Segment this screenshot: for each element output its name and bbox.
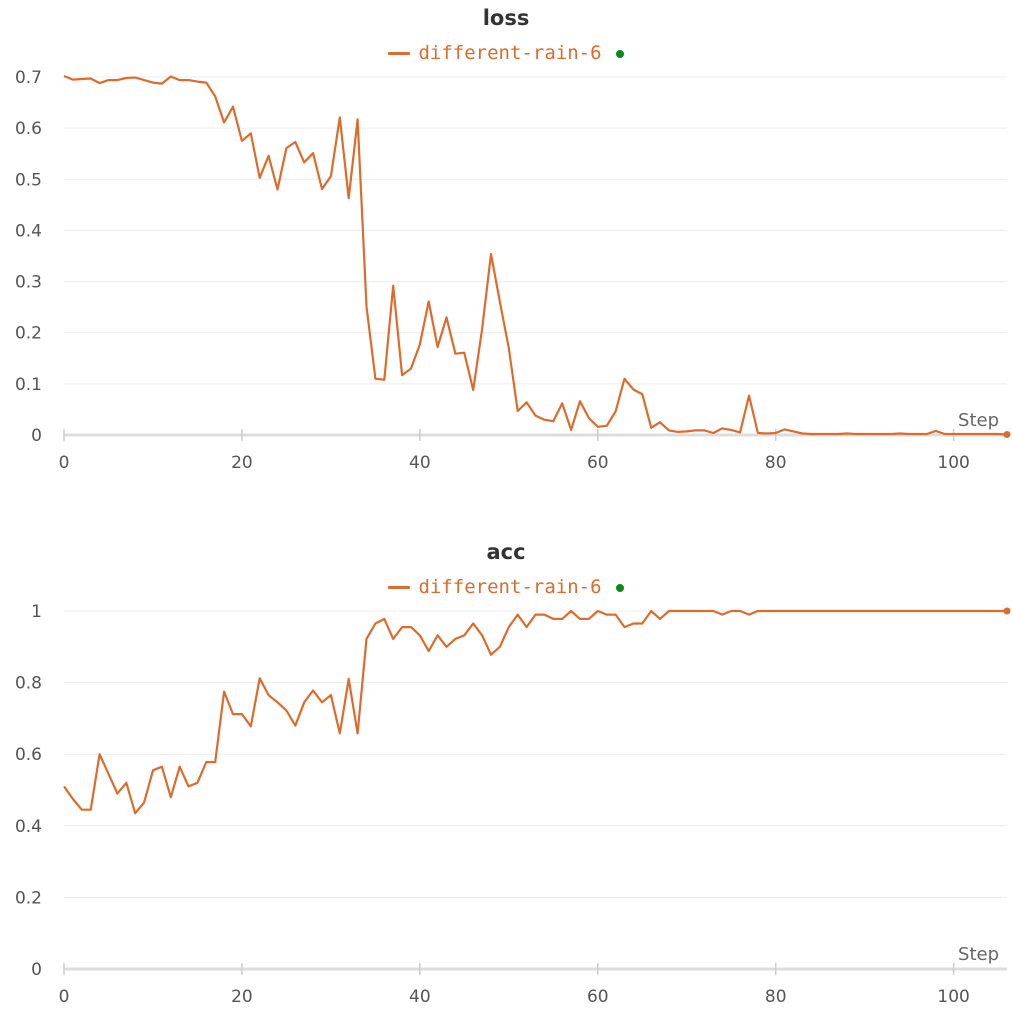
y-tick-label: 0 <box>31 960 42 980</box>
chart-title: loss <box>482 6 530 30</box>
legend-series-name: different-rain-6 <box>418 576 602 598</box>
chart-legend[interactable]: different-rain-6 <box>0 42 1012 64</box>
y-tick-label: 0.2 <box>15 888 42 908</box>
chart-title: acc <box>486 540 526 564</box>
x-axis-label: Step <box>958 944 999 965</box>
x-tick-label: 80 <box>765 987 787 1007</box>
legend-series-name: different-rain-6 <box>418 42 602 64</box>
acc-chart-panel: acc different-rain-6 0 0.2 0.4 0.6 0.8 1 0 20 40… <box>0 534 1012 1012</box>
x-tick-label: 100 <box>937 453 969 473</box>
series-line[interactable] <box>63 74 1008 436</box>
chart-legend[interactable]: different-rain-6 <box>0 576 1012 598</box>
y-tick-label: 0.4 <box>15 817 42 837</box>
x-tick-label: 20 <box>231 453 253 473</box>
legend-status-dot-icon <box>615 583 624 592</box>
x-tick-label: 0 <box>59 453 70 473</box>
y-tick-label: 0 <box>31 426 42 446</box>
y-tick-label: 1 <box>31 602 42 622</box>
y-tick-label: 0.1 <box>15 375 42 395</box>
x-tick-label: 0 <box>59 987 70 1007</box>
y-tick-label: 0.2 <box>15 324 42 344</box>
y-tick-label: 0.6 <box>15 745 42 765</box>
y-tick-label: 0.8 <box>15 674 42 694</box>
x-axis-label: Step <box>958 410 999 431</box>
legend-swatch <box>388 586 411 589</box>
y-tick-label: 0.3 <box>15 273 42 293</box>
x-tick-label: 80 <box>765 453 787 473</box>
x-tick-label: 60 <box>587 453 609 473</box>
y-tick-label: 0.4 <box>15 221 42 241</box>
acc-plot-area[interactable]: 0 0.2 0.4 0.6 0.8 1 0 20 40 60 80 100 Step <box>0 534 1012 1012</box>
loss-chart-panel: loss different-rain-6 0 0.1 0.2 0.3 0.4 0.5 0.… <box>0 0 1012 490</box>
x-tick-label: 100 <box>937 987 969 1007</box>
x-tick-label: 60 <box>587 987 609 1007</box>
x-tick-label: 40 <box>409 987 431 1007</box>
series-endpoint <box>1003 607 1011 615</box>
y-tick-label: 0.7 <box>15 68 42 88</box>
y-tick-label: 0.6 <box>15 119 42 139</box>
y-tick-label: 0.5 <box>15 170 42 190</box>
x-tick-label: 40 <box>409 453 431 473</box>
series-endpoint <box>1003 430 1011 438</box>
legend-swatch <box>388 52 411 55</box>
legend-status-dot-icon <box>615 49 624 58</box>
x-tick-label: 20 <box>231 987 253 1007</box>
loss-plot-area[interactable]: 0 0.1 0.2 0.3 0.4 0.5 0.6 0.7 0 20 40 60 80 100 Step <box>0 0 1012 480</box>
series-line[interactable] <box>63 609 1007 815</box>
